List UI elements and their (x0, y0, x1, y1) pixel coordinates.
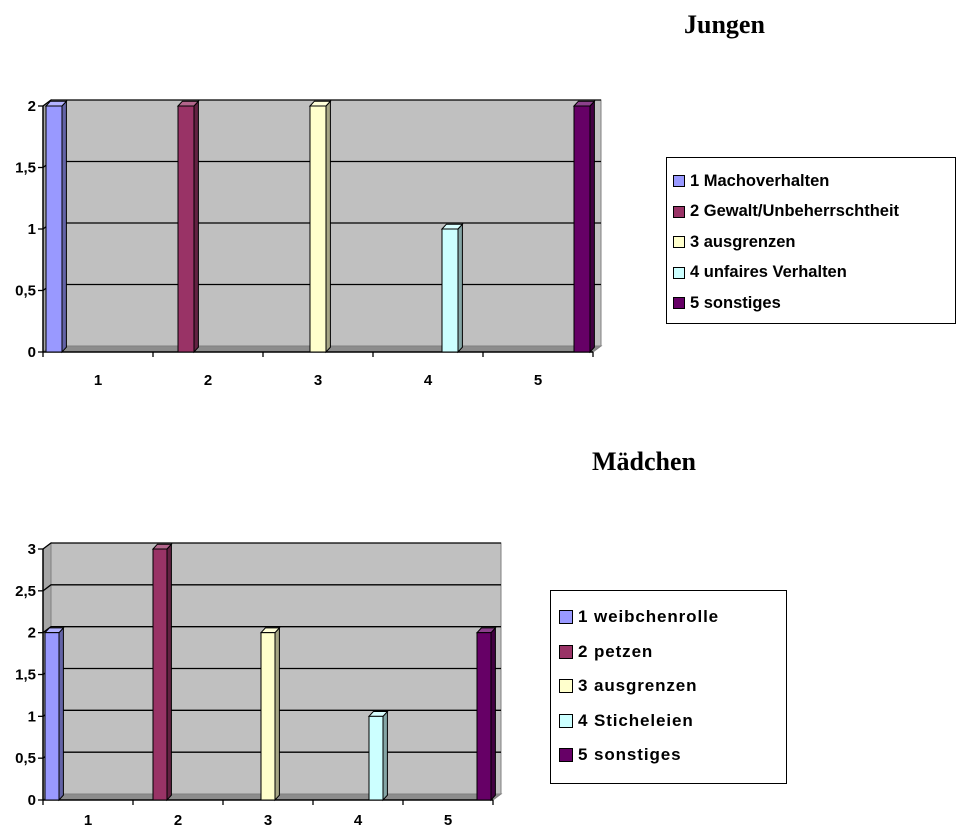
y-tick-label: 1,5 (15, 160, 36, 177)
bar-front (260, 632, 276, 801)
bar-front (309, 105, 327, 353)
y-tick-label: 0 (28, 344, 36, 361)
bar-front (368, 715, 384, 801)
gridline (42, 99, 601, 107)
legend-label: 4 unfaires Verhalten (690, 263, 847, 282)
legend-item: 2 Gewalt/Unbeherrschtheit (673, 197, 955, 228)
bar-side (61, 99, 67, 354)
legend-label: 5 sonstiges (690, 293, 781, 312)
legend-label: 1 Machoverhalten (690, 171, 830, 190)
y-tick-label: 2,5 (15, 583, 36, 600)
bar-side (490, 626, 496, 802)
y-tick-label: 2 (28, 625, 36, 642)
legend-swatch (559, 679, 573, 694)
legend-label: 2 Gewalt/Unbeherrschtheit (690, 202, 900, 221)
y-tick-label: 0,5 (15, 750, 36, 767)
bar (259, 626, 281, 802)
x-tick-label: 3 (264, 812, 272, 829)
bar (572, 99, 596, 354)
gridline (42, 542, 501, 550)
x-tick-label: 4 (424, 372, 433, 389)
legend-item: 4 Sticheleien (559, 704, 786, 739)
bar (367, 710, 389, 802)
bar-side (589, 99, 595, 354)
y-tick-label: 0 (28, 792, 36, 809)
bar-front (45, 105, 63, 353)
legend-label: 5 sonstiges (578, 745, 682, 765)
legend-label: 3 ausgrenzen (690, 232, 796, 251)
y-tick-label: 1 (28, 708, 36, 725)
legend-swatch (673, 205, 685, 218)
legend-item: 3 ausgrenzen (559, 669, 786, 704)
chart-title-jungen: Jungen (684, 10, 765, 39)
x-tick-label: 4 (354, 812, 363, 829)
legend-swatch (559, 713, 573, 728)
legend-swatch (559, 748, 573, 763)
bar (43, 626, 65, 802)
legend-swatch (673, 266, 685, 279)
bar-front (177, 105, 195, 353)
bar-front (441, 228, 459, 353)
bar-side (382, 710, 388, 802)
x-tick-label: 1 (94, 372, 102, 389)
legend-item: 3 ausgrenzen (673, 227, 955, 258)
x-tick-label: 2 (204, 372, 212, 389)
bar-side (58, 626, 64, 802)
legend-item: 1 Machoverhalten (673, 166, 955, 197)
legend-swatch (559, 644, 573, 659)
bar (475, 626, 497, 802)
legend-swatch (673, 175, 685, 188)
bar-side (274, 626, 280, 802)
bar-front (152, 548, 168, 801)
legend-label: 2 petzen (578, 641, 654, 661)
y-tick-label: 1 (28, 221, 36, 238)
bar-side (325, 99, 331, 354)
bar (151, 542, 173, 802)
gridline (42, 626, 501, 634)
legend-swatch (673, 236, 685, 249)
y-tick-label: 0,5 (15, 283, 36, 300)
legend-item: 5 sonstiges (673, 288, 955, 319)
legend-label: 4 Sticheleien (578, 710, 694, 730)
x-tick-label: 3 (314, 372, 322, 389)
bar (308, 99, 332, 354)
legend-swatch (559, 610, 573, 625)
x-tick-label: 5 (534, 372, 542, 389)
x-tick-label: 2 (174, 812, 182, 829)
legend-item: 4 unfaires Verhalten (673, 258, 955, 289)
bar-side (166, 542, 172, 802)
bar-side (457, 222, 463, 354)
bar-front (573, 105, 591, 353)
legend-label: 3 ausgrenzen (578, 676, 698, 696)
legend-jungen: 1 Machoverhalten 2 Gewalt/Unbeherrschthe… (666, 157, 956, 324)
x-tick-label: 1 (84, 812, 92, 829)
y-tick-label: 2 (28, 98, 36, 115)
legend-item: 1 weibchenrolle (559, 600, 786, 635)
gridline (42, 584, 501, 592)
bar (44, 99, 68, 354)
legend-maedchen: 1 weibchenrolle 2 petzen 3 ausgrenzen 4 … (550, 590, 787, 784)
bar-front (44, 632, 60, 801)
x-tick-label: 5 (444, 812, 452, 829)
bar-front (476, 632, 492, 801)
bar (440, 222, 464, 354)
chart-title-maedchen: Mädchen (592, 447, 696, 476)
y-tick-label: 1,5 (15, 667, 36, 684)
bar-side (193, 99, 199, 354)
legend-item: 5 sonstiges (559, 738, 786, 773)
bar (176, 99, 200, 354)
legend-label: 1 weibchenrolle (578, 607, 720, 627)
y-tick-label: 3 (28, 541, 36, 558)
legend-item: 2 petzen (559, 635, 786, 670)
legend-swatch (673, 297, 685, 310)
